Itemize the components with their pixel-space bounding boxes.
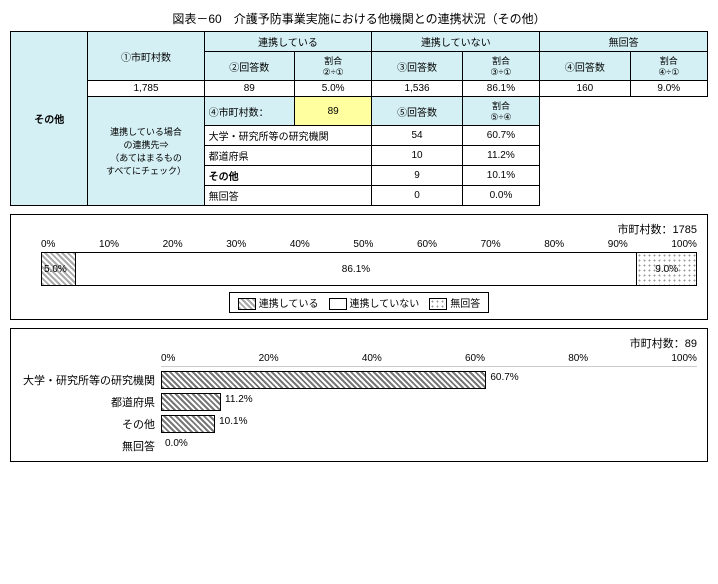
head-not-linked: 連携していない: [372, 32, 540, 52]
row-val: 9: [372, 166, 462, 186]
sub-ans2: ②回答数: [204, 52, 294, 81]
row-rate: 11.2%: [462, 146, 539, 166]
stacked-bar-chart: 市町村数：1785 0% 10% 20% 30% 40% 50% 60% 70% 80% 90% 1…: [10, 214, 708, 320]
legend-label: 連携していない: [350, 299, 420, 310]
chart2-bars: 大学・研究所等の研究機関 60.7% 都道府県 11.2% その他 10.1% 無回答 0.0…: [21, 371, 697, 455]
hbar-label: 大学・研究所等の研究機関: [21, 372, 161, 388]
hbar-value: 0.0%: [165, 438, 188, 449]
row-val: 10: [372, 146, 462, 166]
row-rate: 10.1%: [462, 166, 539, 186]
segment-label: 5.0%: [44, 264, 67, 275]
row-rate: 0.0%: [462, 186, 539, 206]
stacked-segment: 86.1%: [76, 253, 638, 285]
sub-ans4: ④回答数: [540, 52, 630, 81]
rate4: 9.0%: [630, 81, 707, 97]
head-no-answer: 無回答: [540, 32, 708, 52]
segment-label: 86.1%: [342, 264, 370, 275]
hbar-label: 都道府県: [21, 394, 161, 410]
axis-tick: 100%: [671, 239, 697, 250]
category-label: その他: [11, 32, 88, 206]
row-label: 無回答: [204, 186, 372, 206]
chart1-count: 市町村数：1785: [21, 221, 697, 237]
legend-swatch: [329, 298, 347, 310]
ans5-head: ⑤回答数: [372, 97, 462, 126]
city-count: 1,785: [88, 81, 204, 97]
legend-swatch: [238, 298, 256, 310]
page-title: 図表－60 介護予防事業実施における他機関との連携状況（その他）: [10, 10, 708, 27]
rate54-head: 割合 ⑤÷④: [462, 97, 539, 126]
axis-tick: 20%: [259, 353, 279, 364]
hbar-track: 11.2%: [161, 393, 697, 411]
summary-table: その他 ①市町村数 連携している 連携していない 無回答 ②回答数 割合 ②÷①…: [10, 31, 708, 206]
axis-tick: 0%: [41, 239, 55, 250]
axis-tick: 80%: [568, 353, 588, 364]
axis-tick: 50%: [353, 239, 373, 250]
sub-rate41: 割合 ④÷①: [630, 52, 707, 81]
stacked-bar: 5.0% 86.1% 9.0%: [41, 252, 697, 286]
axis-tick: 90%: [608, 239, 628, 250]
chart2-axis: 0% 20% 40% 60% 80% 100%: [161, 353, 697, 367]
row-rate: 60.7%: [462, 126, 539, 146]
rate3: 86.1%: [462, 81, 539, 97]
hbar-track: 0.0%: [161, 437, 697, 455]
legend-item: 連携していない: [329, 295, 420, 310]
hbar-value: 10.1%: [219, 416, 247, 427]
axis-tick: 80%: [544, 239, 564, 250]
legend-label: 連携している: [259, 299, 319, 310]
val2: 89: [204, 81, 294, 97]
hbar-track: 10.1%: [161, 415, 697, 433]
axis-tick: 60%: [465, 353, 485, 364]
hbar-value: 60.7%: [490, 372, 518, 383]
head-linked: 連携している: [204, 32, 372, 52]
sub-rate21: 割合 ②÷①: [294, 52, 371, 81]
axis-tick: 100%: [671, 353, 697, 364]
chart2-count: 市町村数：89: [21, 335, 697, 351]
hbar-label: その他: [21, 416, 161, 432]
val3: 1,536: [372, 81, 462, 97]
hbar-track: 60.7%: [161, 371, 697, 389]
axis-tick: 40%: [362, 353, 382, 364]
axis-tick: 70%: [481, 239, 501, 250]
row-val: 54: [372, 126, 462, 146]
row-label: その他: [204, 166, 372, 186]
horizontal-bar-chart: 市町村数：89 0% 20% 40% 60% 80% 100% 大学・研究所等の研究機関 6…: [10, 328, 708, 462]
legend-item: 連携している: [238, 295, 319, 310]
stacked-segment: 5.0%: [42, 253, 76, 285]
axis-tick: 40%: [290, 239, 310, 250]
chart1-axis: 0% 10% 20% 30% 40% 50% 60% 70% 80% 90% 100%: [41, 239, 697, 250]
hbar-fill: [161, 393, 221, 411]
partner-heading: 連携している場合 の連携先⇒ （あてはまるもの すべてにチェック）: [88, 97, 204, 206]
rate2: 5.0%: [294, 81, 371, 97]
row-label: 都道府県: [204, 146, 372, 166]
stacked-segment: 9.0%: [637, 253, 696, 285]
sub-ans3: ③回答数: [372, 52, 462, 81]
sub-rate31: 割合 ③÷①: [462, 52, 539, 81]
axis-tick: 20%: [163, 239, 183, 250]
hbar-fill: [161, 371, 486, 389]
hbar-value: 11.2%: [225, 394, 253, 405]
hbar-label: 無回答: [21, 438, 161, 454]
legend-swatch: [429, 298, 447, 310]
axis-tick: 10%: [99, 239, 119, 250]
legend-label: 無回答: [450, 299, 480, 310]
city-num-label: ④市町村数：: [204, 97, 294, 126]
axis-tick: 0%: [161, 353, 175, 364]
city-num-val: 89: [294, 97, 371, 126]
val4: 160: [540, 81, 630, 97]
col-city-count: ①市町村数: [88, 32, 204, 81]
segment-label: 9.0%: [655, 264, 678, 275]
hbar-fill: [161, 415, 215, 433]
row-label: 大学・研究所等の研究機関: [204, 126, 372, 146]
chart1-legend: 連携している 連携していない 無回答: [229, 292, 489, 313]
legend-item: 無回答: [429, 295, 480, 310]
axis-tick: 30%: [226, 239, 246, 250]
row-val: 0: [372, 186, 462, 206]
axis-tick: 60%: [417, 239, 437, 250]
